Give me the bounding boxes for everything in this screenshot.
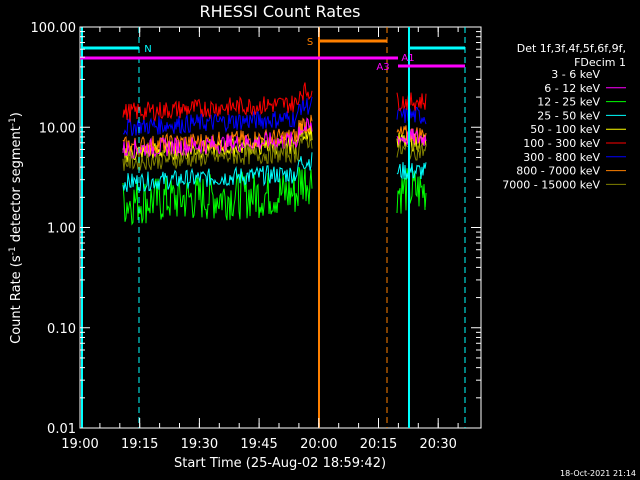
x-axis: 19:00 19:15 19:30 19:45 20:00 20:15 20:30 xyxy=(61,27,459,452)
x-tick-label: 20:30 xyxy=(419,437,456,452)
footer-date: 18-Oct-2021 21:14 xyxy=(560,469,636,478)
y-axis-label: Count Rate (s-1 detector segment-1) xyxy=(8,112,24,344)
marker-label: S xyxy=(307,37,313,48)
data-layer xyxy=(122,82,427,368)
x-tick-label: 19:30 xyxy=(181,437,218,452)
series-trace xyxy=(396,141,427,161)
series-trace xyxy=(396,106,427,125)
y-tick-label: 10.00 xyxy=(39,121,76,136)
series-trace xyxy=(122,96,313,137)
series-trace xyxy=(396,168,427,214)
y-tick-label: 100.00 xyxy=(31,21,77,36)
legend-label: 7000 - 15000 keV xyxy=(502,178,600,191)
chart-title: RHESSI Count Rates xyxy=(200,2,361,21)
x-tick-label: 20:15 xyxy=(360,437,397,452)
y-tick-label: 0.10 xyxy=(47,322,76,337)
series-trace xyxy=(396,91,427,112)
marker-layer: N S A3 A1 xyxy=(80,27,466,428)
x-axis-label: Start Time (25-Aug-02 18:59:42) xyxy=(174,456,386,471)
series-trace xyxy=(122,82,313,122)
series-trace xyxy=(122,130,313,171)
x-tick-label: 19:45 xyxy=(240,437,277,452)
y-axis: 0.01 0.10 1.00 10.00 100.00 xyxy=(31,21,481,437)
legend-label: 300 - 800 keV xyxy=(523,151,600,164)
y-tick-label: 0.01 xyxy=(47,422,76,437)
y-tick-label: 1.00 xyxy=(47,222,76,237)
legend-label: 6 - 12 keV xyxy=(544,82,600,95)
legend-label: 25 - 50 keV xyxy=(537,109,600,122)
x-tick-label: 19:15 xyxy=(121,437,158,452)
series-trace xyxy=(122,152,313,193)
legend-label: 800 - 7000 keV xyxy=(516,165,600,178)
marker-label: N xyxy=(144,44,151,55)
marker-label: A1 xyxy=(401,53,414,64)
marker-label: A3 xyxy=(376,62,389,73)
legend-header-line2: FDecim 1 xyxy=(574,56,626,69)
x-tick-label: 20:00 xyxy=(300,437,337,452)
plot-frame xyxy=(79,26,482,429)
x-tick-label: 19:00 xyxy=(61,437,98,452)
legend-header-line1: Det 1f,3f,4f,5f,6f,9f, xyxy=(517,42,626,55)
legend-label: 3 - 6 keV xyxy=(551,68,600,81)
legend-label: 12 - 25 keV xyxy=(537,96,600,109)
series-trace xyxy=(396,128,427,146)
legend-label: 100 - 300 keV xyxy=(523,137,600,150)
plot-area xyxy=(79,26,482,429)
series-trace xyxy=(122,114,313,155)
legend: Det 1f,3f,4f,5f,6f,9f, FDecim 1 3 - 6 ke… xyxy=(502,42,626,191)
series-trace xyxy=(396,162,427,180)
legend-label: 50 - 100 keV xyxy=(530,123,600,136)
